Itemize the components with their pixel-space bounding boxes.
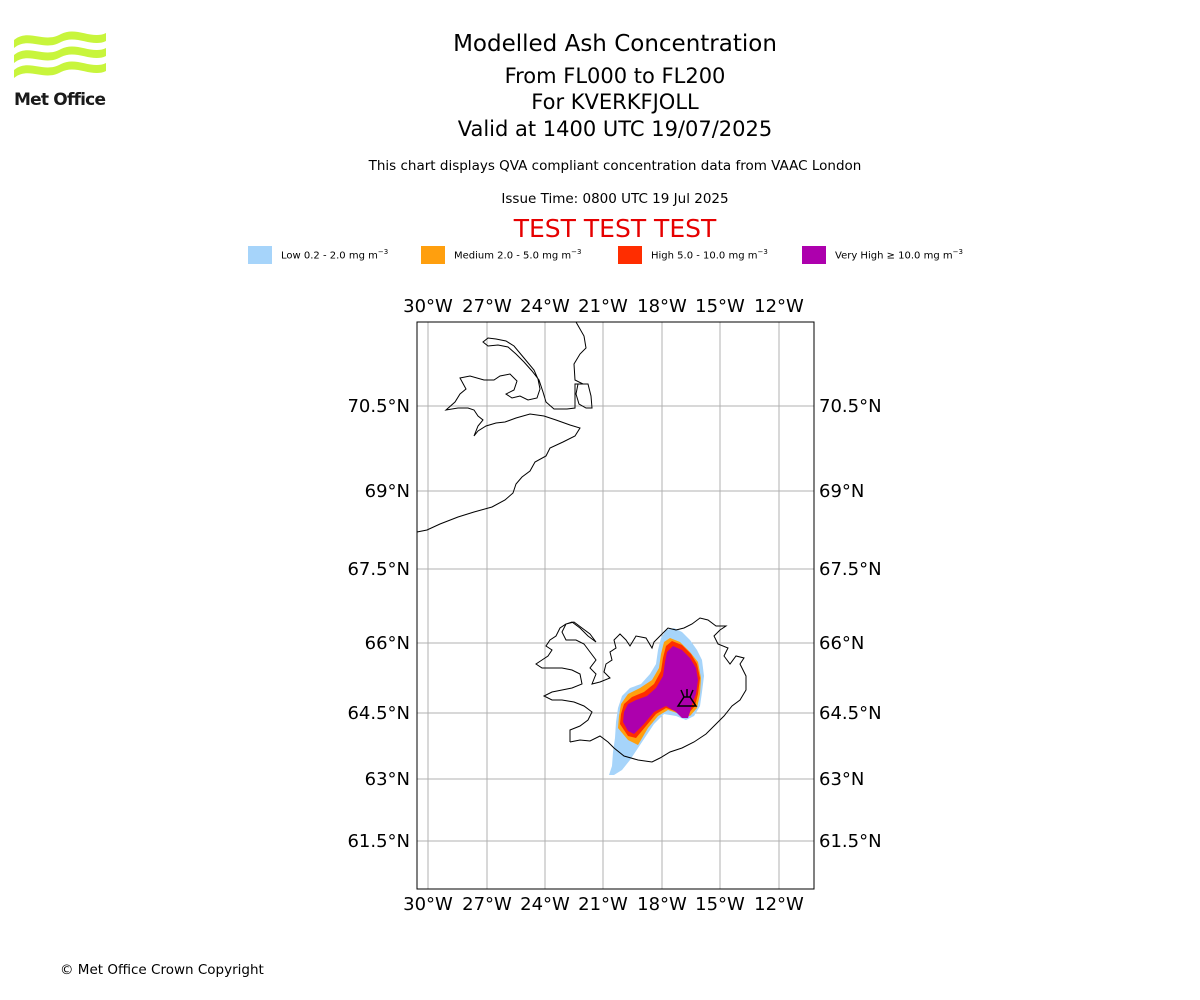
legend-unit-exponent: −3 [377, 248, 389, 257]
legend-item-very-high: Very High ≥ 10.0 mg m−3 [802, 244, 963, 266]
ash-map: 30°W 27°W 24°W 21°W 18°W 15°W 12°W 30°W … [347, 296, 882, 915]
lon-label-bottom: 24°W [520, 894, 570, 915]
lat-label-right: 61.5°N [819, 831, 882, 852]
valid-time: Valid at 1400 UTC 19/07/2025 [457, 117, 773, 141]
lon-label-bottom: 15°W [695, 894, 745, 915]
lat-label-left: 69°N [365, 481, 410, 502]
right-latitude-labels: 70.5°N 69°N 67.5°N 66°N 64.5°N 63°N 61.5… [819, 396, 882, 852]
met-office-wordmark: Met Office [14, 90, 106, 110]
chart-title: Modelled Ash Concentration [453, 31, 777, 57]
legend-label-very-high: Very High ≥ 10.0 mg m [835, 250, 953, 262]
legend-label-high: High 5.0 - 10.0 mg m [651, 250, 758, 262]
lat-label-left: 61.5°N [347, 831, 410, 852]
legend-label-low: Low 0.2 - 2.0 mg m [281, 250, 378, 262]
lon-label-top: 15°W [695, 296, 745, 317]
left-latitude-labels: 70.5°N 69°N 67.5°N 66°N 64.5°N 63°N 61.5… [347, 396, 410, 852]
ash-layer-very-high [623, 646, 698, 734]
legend-item-low: Low 0.2 - 2.0 mg m−3 [248, 244, 388, 266]
legend-swatch-medium [421, 246, 445, 264]
met-office-logo-waves [14, 31, 106, 78]
lon-label-bottom: 30°W [403, 894, 453, 915]
map-gridlines [417, 322, 814, 889]
legend-swatch-very-high [802, 246, 826, 264]
lat-label-right: 66°N [819, 633, 864, 654]
legend-item-high: High 5.0 - 10.0 mg m−3 [618, 244, 768, 266]
lon-label-top: 18°W [637, 296, 687, 317]
chart-description: This chart displays QVA compliant concen… [368, 158, 862, 174]
lon-label-top: 30°W [403, 296, 453, 317]
flight-levels: From FL000 to FL200 [504, 64, 726, 88]
volcano-icon [676, 689, 698, 707]
legend: Low 0.2 - 2.0 mg m−3 Medium 2.0 - 5.0 mg… [0, 244, 1200, 266]
legend-unit-exponent: −3 [757, 248, 768, 257]
lon-label-bottom: 21°W [578, 894, 628, 915]
met-office-logo: Met Office [14, 30, 108, 112]
lon-label-top: 12°W [754, 296, 804, 317]
legend-swatch-low [248, 246, 272, 264]
lat-label-left: 70.5°N [347, 396, 410, 417]
lat-label-left: 63°N [365, 769, 410, 790]
legend-unit-exponent: −3 [571, 248, 582, 257]
lat-label-right: 67.5°N [819, 559, 882, 580]
lat-label-right: 63°N [819, 769, 864, 790]
iceland-coastline [535, 617, 747, 763]
legend-item-medium: Medium 2.0 - 5.0 mg m−3 [421, 244, 581, 266]
top-longitude-labels: 30°W 27°W 24°W 21°W 18°W 15°W 12°W [403, 296, 804, 317]
lon-label-top: 21°W [578, 296, 628, 317]
test-banner: TEST TEST TEST [513, 214, 717, 243]
volcano-name: For KVERKFJOLL [531, 90, 699, 114]
greenland-coastline [416, 321, 593, 533]
bottom-longitude-labels: 30°W 27°W 24°W 21°W 18°W 15°W 12°W [403, 894, 804, 915]
lat-label-left: 67.5°N [347, 559, 410, 580]
legend-unit-exponent: −3 [952, 248, 963, 257]
lon-label-top: 24°W [520, 296, 570, 317]
lon-label-bottom: 27°W [462, 894, 512, 915]
lat-label-right: 70.5°N [819, 396, 882, 417]
map-frame [416, 321, 815, 890]
issue-time: Issue Time: 0800 UTC 19 Jul 2025 [501, 191, 729, 207]
legend-label-medium: Medium 2.0 - 5.0 mg m [454, 250, 572, 262]
lat-label-right: 64.5°N [819, 703, 882, 724]
lat-label-left: 66°N [365, 633, 410, 654]
lat-label-right: 69°N [819, 481, 864, 502]
legend-swatch-high [618, 246, 642, 264]
lat-label-left: 64.5°N [347, 703, 410, 724]
lon-label-bottom: 12°W [754, 894, 804, 915]
lon-label-bottom: 18°W [637, 894, 687, 915]
copyright-notice: © Met Office Crown Copyright [60, 962, 264, 978]
lon-label-top: 27°W [462, 296, 512, 317]
